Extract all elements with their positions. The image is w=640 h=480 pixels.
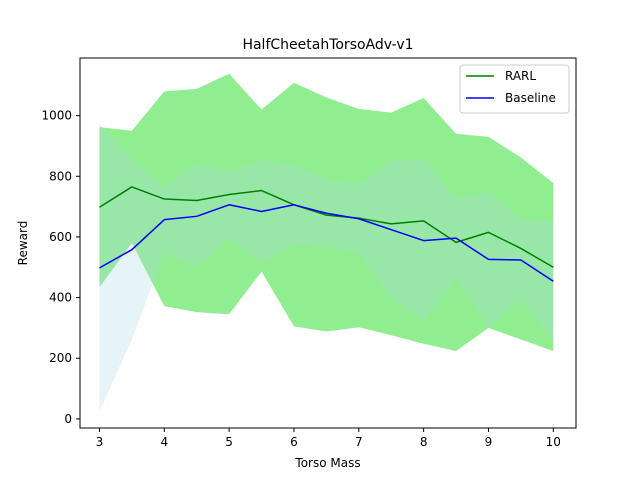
line-rarl [99,186,554,268]
x-tick-label: 10 [546,435,561,449]
legend: RARL Baseline [459,64,570,114]
legend-label-rarl: RARL [505,69,536,83]
x-tick-label: 7 [355,435,363,449]
y-tick-label: 0 [64,412,72,426]
y-tick-label: 400 [49,291,72,305]
x-axis: 3 4 5 6 7 8 9 10 [96,428,561,449]
y-tick-label: 800 [49,169,72,183]
y-axis-label: Reward [16,221,30,266]
series-lines [99,186,554,282]
y-tick-label: 1000 [41,109,72,123]
legend-box [459,64,570,114]
y-tick-label: 200 [49,351,72,365]
line-baseline [99,204,554,282]
chart-title: HalfCheetahTorsoAdv-v1 [242,37,413,53]
legend-label-baseline: Baseline [505,91,556,105]
x-axis-label: Torso Mass [294,456,360,470]
y-axis: 0 200 400 600 800 1000 [41,109,80,426]
x-tick-label: 3 [96,435,104,449]
x-tick-label: 6 [290,435,298,449]
band-baseline [99,124,554,412]
x-tick-label: 8 [420,435,428,449]
y-tick-label: 600 [49,230,72,244]
plot-frame [79,57,577,429]
x-tick-label: 4 [160,435,168,449]
x-tick-label: 5 [225,435,233,449]
confidence-bands [99,73,554,412]
x-tick-label: 9 [485,435,493,449]
band-rarl [99,73,554,351]
